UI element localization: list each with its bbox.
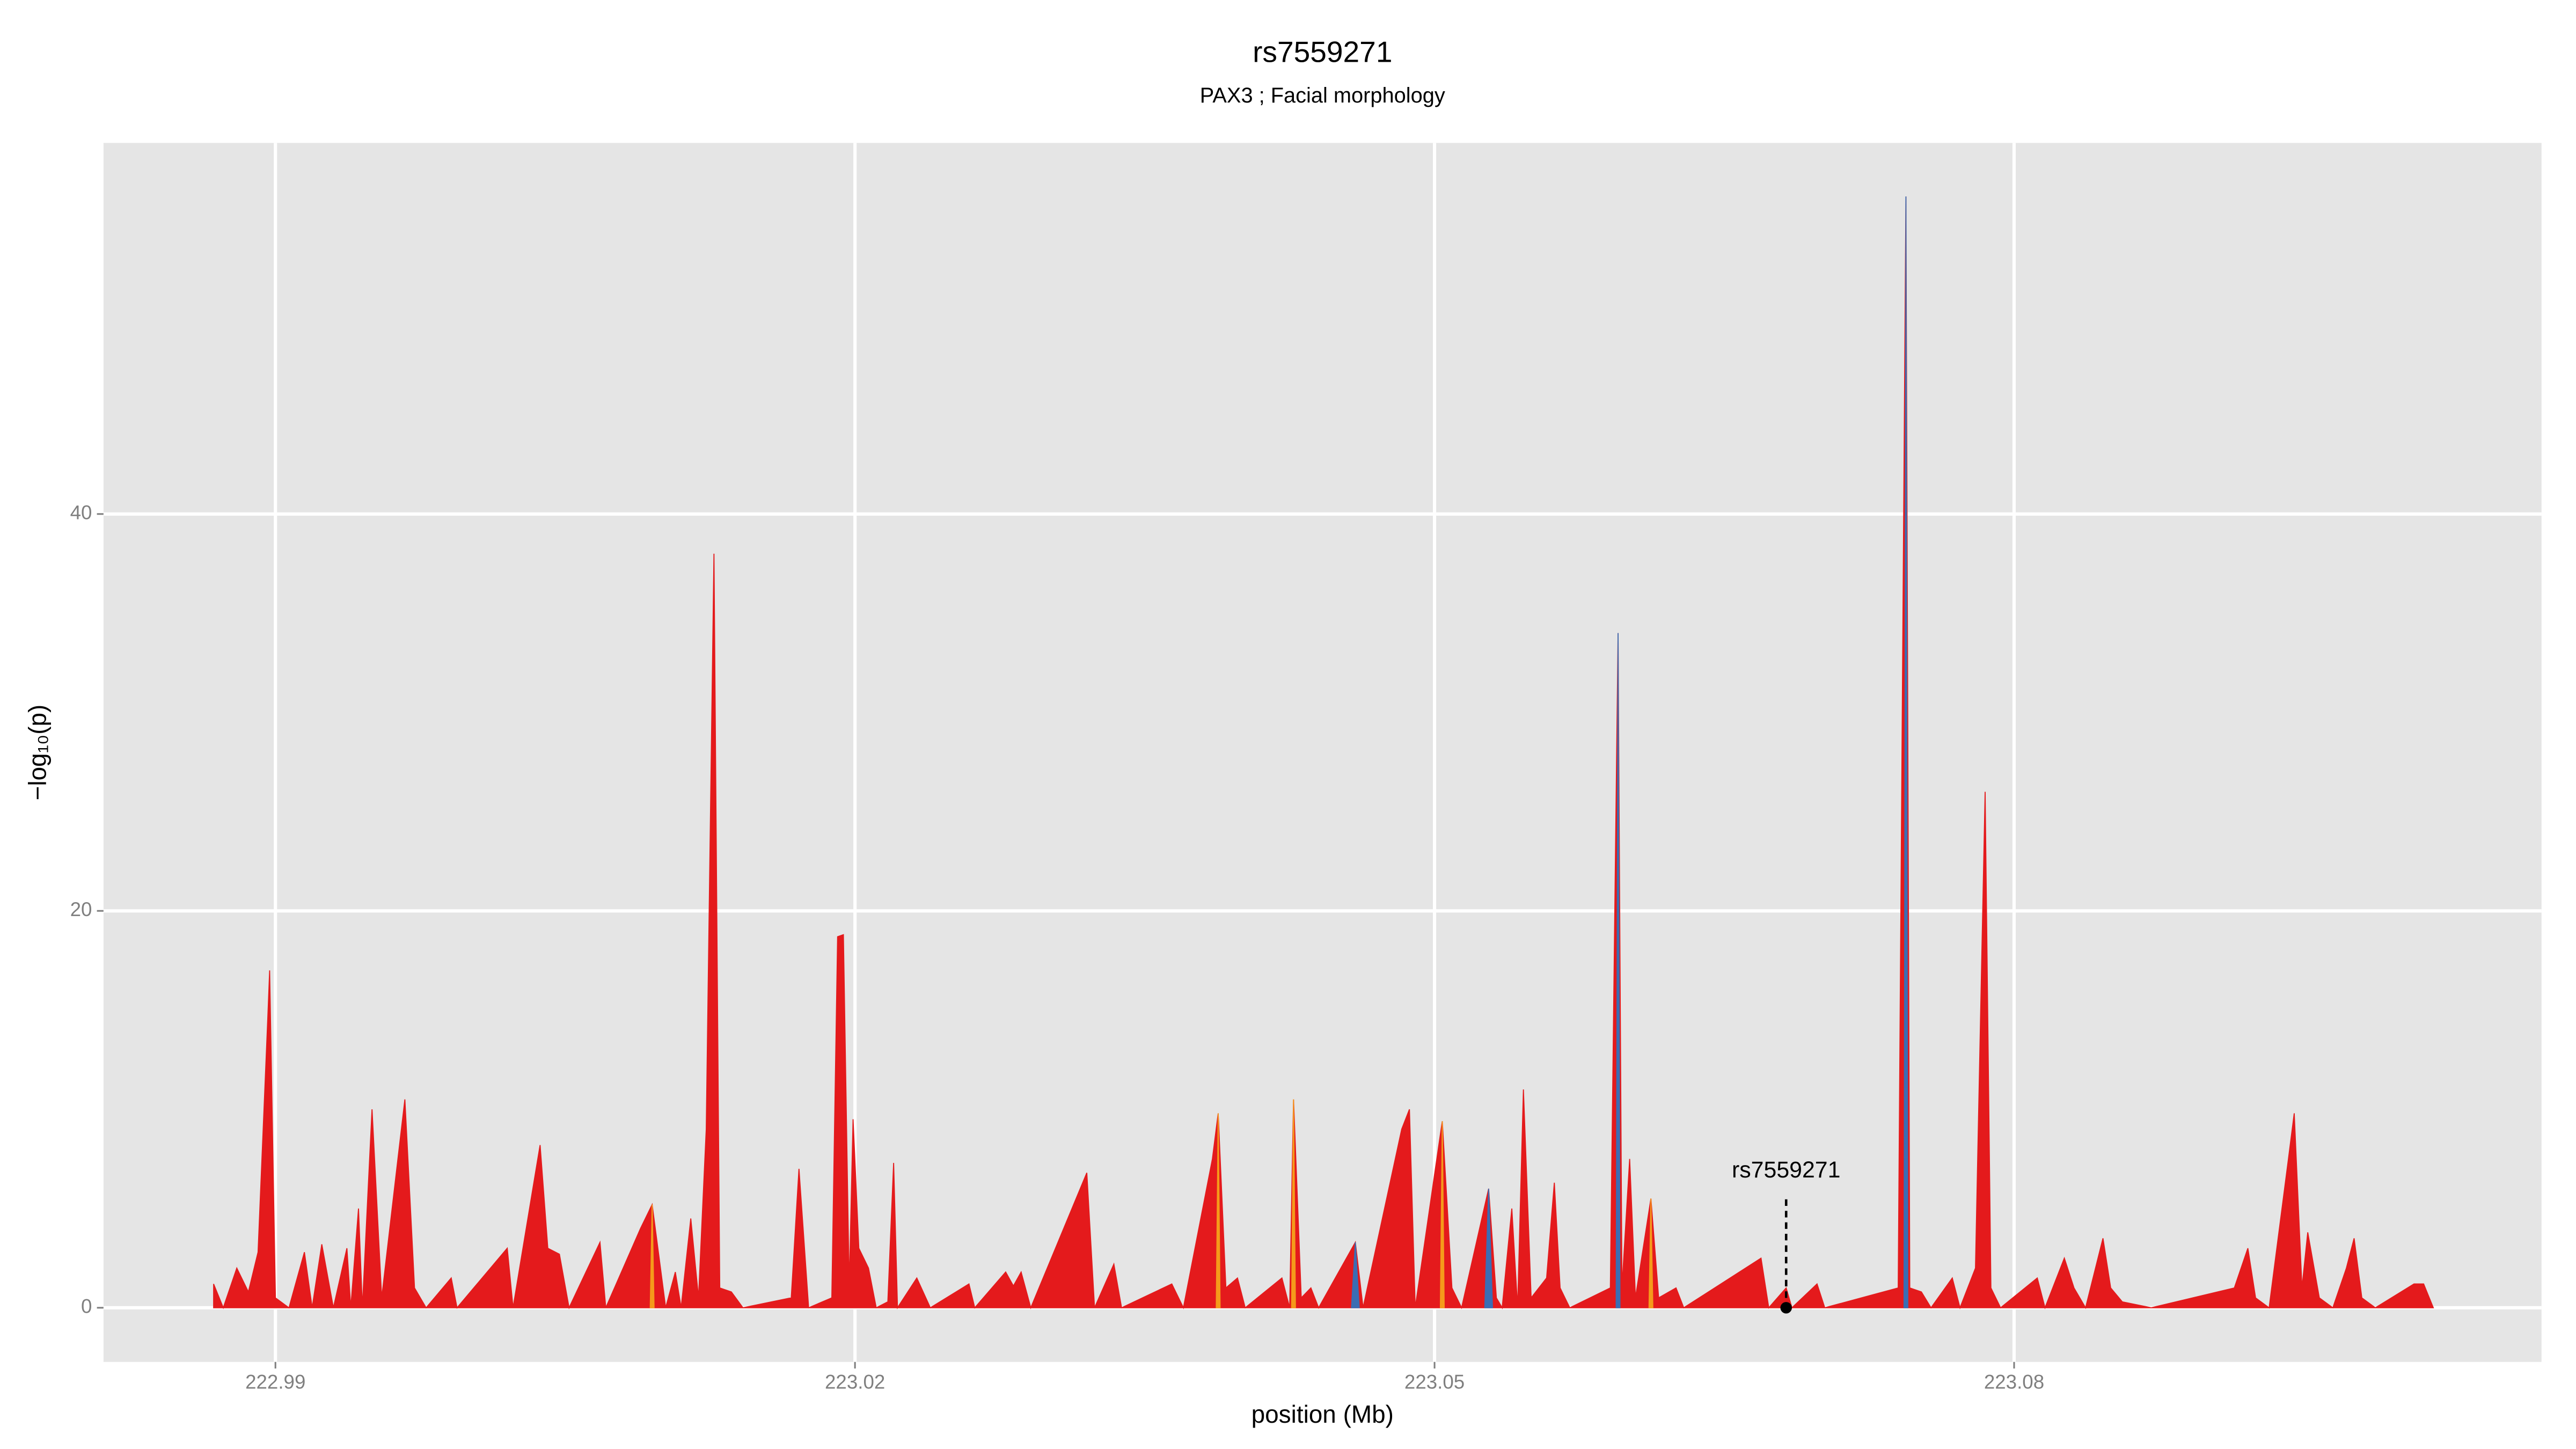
area-blue xyxy=(1351,1242,1360,1308)
annotation-point xyxy=(1780,1302,1792,1314)
area-orange xyxy=(1216,1113,1221,1308)
x-axis-label: position (Mb) xyxy=(1252,1400,1394,1428)
annotation-label: rs7559271 xyxy=(1732,1157,1840,1183)
y-tick-label: 40 xyxy=(70,501,92,523)
area-orange xyxy=(1648,1198,1653,1308)
x-tick-label: 223.05 xyxy=(1404,1371,1465,1393)
x-tick-label: 223.02 xyxy=(825,1371,885,1393)
y-tick-label: 0 xyxy=(81,1296,92,1318)
chart-title: rs7559271 xyxy=(1253,35,1392,69)
plot-panel xyxy=(103,143,2542,1362)
area-orange xyxy=(1291,1099,1296,1308)
area-blue xyxy=(1484,1188,1494,1308)
y-tick-label: 20 xyxy=(70,898,92,920)
marks xyxy=(213,196,2434,1309)
x-tick-label: 223.08 xyxy=(1984,1371,2044,1393)
y-axis-label: −log₁₀(p) xyxy=(24,705,52,801)
annotations: rs7559271 xyxy=(1732,1157,1840,1314)
area-blue xyxy=(1615,633,1621,1308)
x-tick-label: 222.99 xyxy=(245,1371,305,1393)
chart-subtitle: PAX3 ; Facial morphology xyxy=(1200,84,1445,107)
area-blue xyxy=(1903,196,1908,1308)
area-orange xyxy=(1439,1121,1445,1308)
area-red xyxy=(213,196,2434,1309)
area-orange xyxy=(649,1204,655,1308)
